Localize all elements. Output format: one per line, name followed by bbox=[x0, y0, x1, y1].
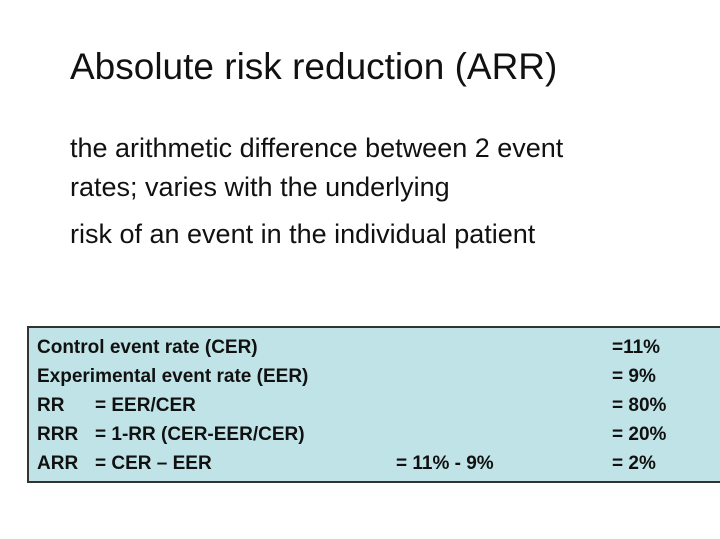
table-label: ARR bbox=[37, 453, 79, 474]
body-line: risk of an event in the individual patie… bbox=[70, 219, 536, 249]
table-calc: = 11% - 9% bbox=[396, 453, 494, 474]
table-result: =11% bbox=[612, 337, 661, 358]
slide-title: Absolute risk reduction (ARR) bbox=[70, 46, 558, 87]
table-result: = 20% bbox=[612, 424, 667, 445]
table-formula: = 1-RR (CER-EER/CER) bbox=[95, 424, 305, 445]
body-line: the arithmetic difference between 2 even… bbox=[70, 133, 564, 163]
table-result: = 80% bbox=[612, 395, 667, 416]
table-label: Experimental event rate (EER) bbox=[37, 366, 309, 387]
table-result: = 2% bbox=[612, 453, 656, 474]
table-formula: = EER/CER bbox=[95, 395, 196, 416]
table-label: Control event rate (CER) bbox=[37, 337, 258, 358]
table-label: RRR bbox=[37, 424, 79, 445]
summary-table: Control event rate (CER) =11% Experimental… bbox=[27, 326, 720, 483]
body-line: rates; varies with the underlying bbox=[70, 172, 450, 202]
table-result: = 9% bbox=[612, 366, 656, 387]
table-label: RR bbox=[37, 395, 65, 416]
table-formula: = CER – EER bbox=[95, 453, 212, 474]
